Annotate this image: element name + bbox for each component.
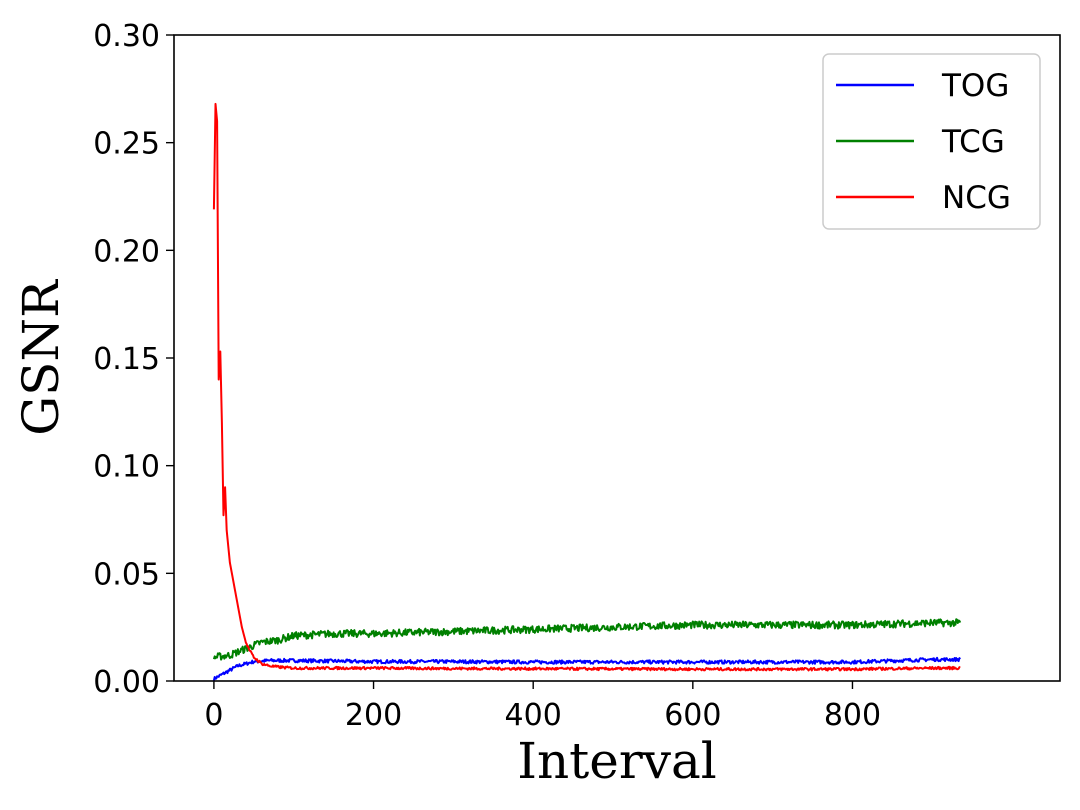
series-line-tcg xyxy=(212,618,962,661)
legend-label-tcg: TCG xyxy=(941,124,1005,160)
legend-label-ncg: NCG xyxy=(942,180,1011,216)
x-tick-label: 400 xyxy=(505,698,562,733)
x-tick-label: 0 xyxy=(204,698,223,733)
y-tick-label: 0.15 xyxy=(93,342,160,377)
series-line-tog xyxy=(212,656,961,681)
y-tick-label: 0.30 xyxy=(93,19,160,54)
y-tick-label: 0.05 xyxy=(93,557,160,592)
x-tick-label: 800 xyxy=(824,698,881,733)
x-tick-label: 600 xyxy=(664,698,721,733)
series-layer xyxy=(212,102,962,681)
y-axis-ticks: 0.00 0.05 0.10 0.15 0.20 0.25 0.30 xyxy=(93,19,174,700)
legend-label-tog: TOG xyxy=(941,68,1009,104)
series-line-ncg xyxy=(212,102,961,672)
legend-box xyxy=(822,53,1041,230)
x-axis-ticks: 0 200 400 600 800 xyxy=(204,681,881,733)
legend: TOG TCG NCG xyxy=(822,53,1041,230)
y-axis-title: GSNR xyxy=(12,279,70,436)
x-axis-title: Interval xyxy=(517,732,717,790)
y-tick-label: 0.25 xyxy=(93,127,160,162)
y-tick-label: 0.00 xyxy=(93,665,160,700)
x-tick-label: 200 xyxy=(345,698,402,733)
y-tick-label: 0.10 xyxy=(93,450,160,485)
y-tick-label: 0.20 xyxy=(93,234,160,269)
